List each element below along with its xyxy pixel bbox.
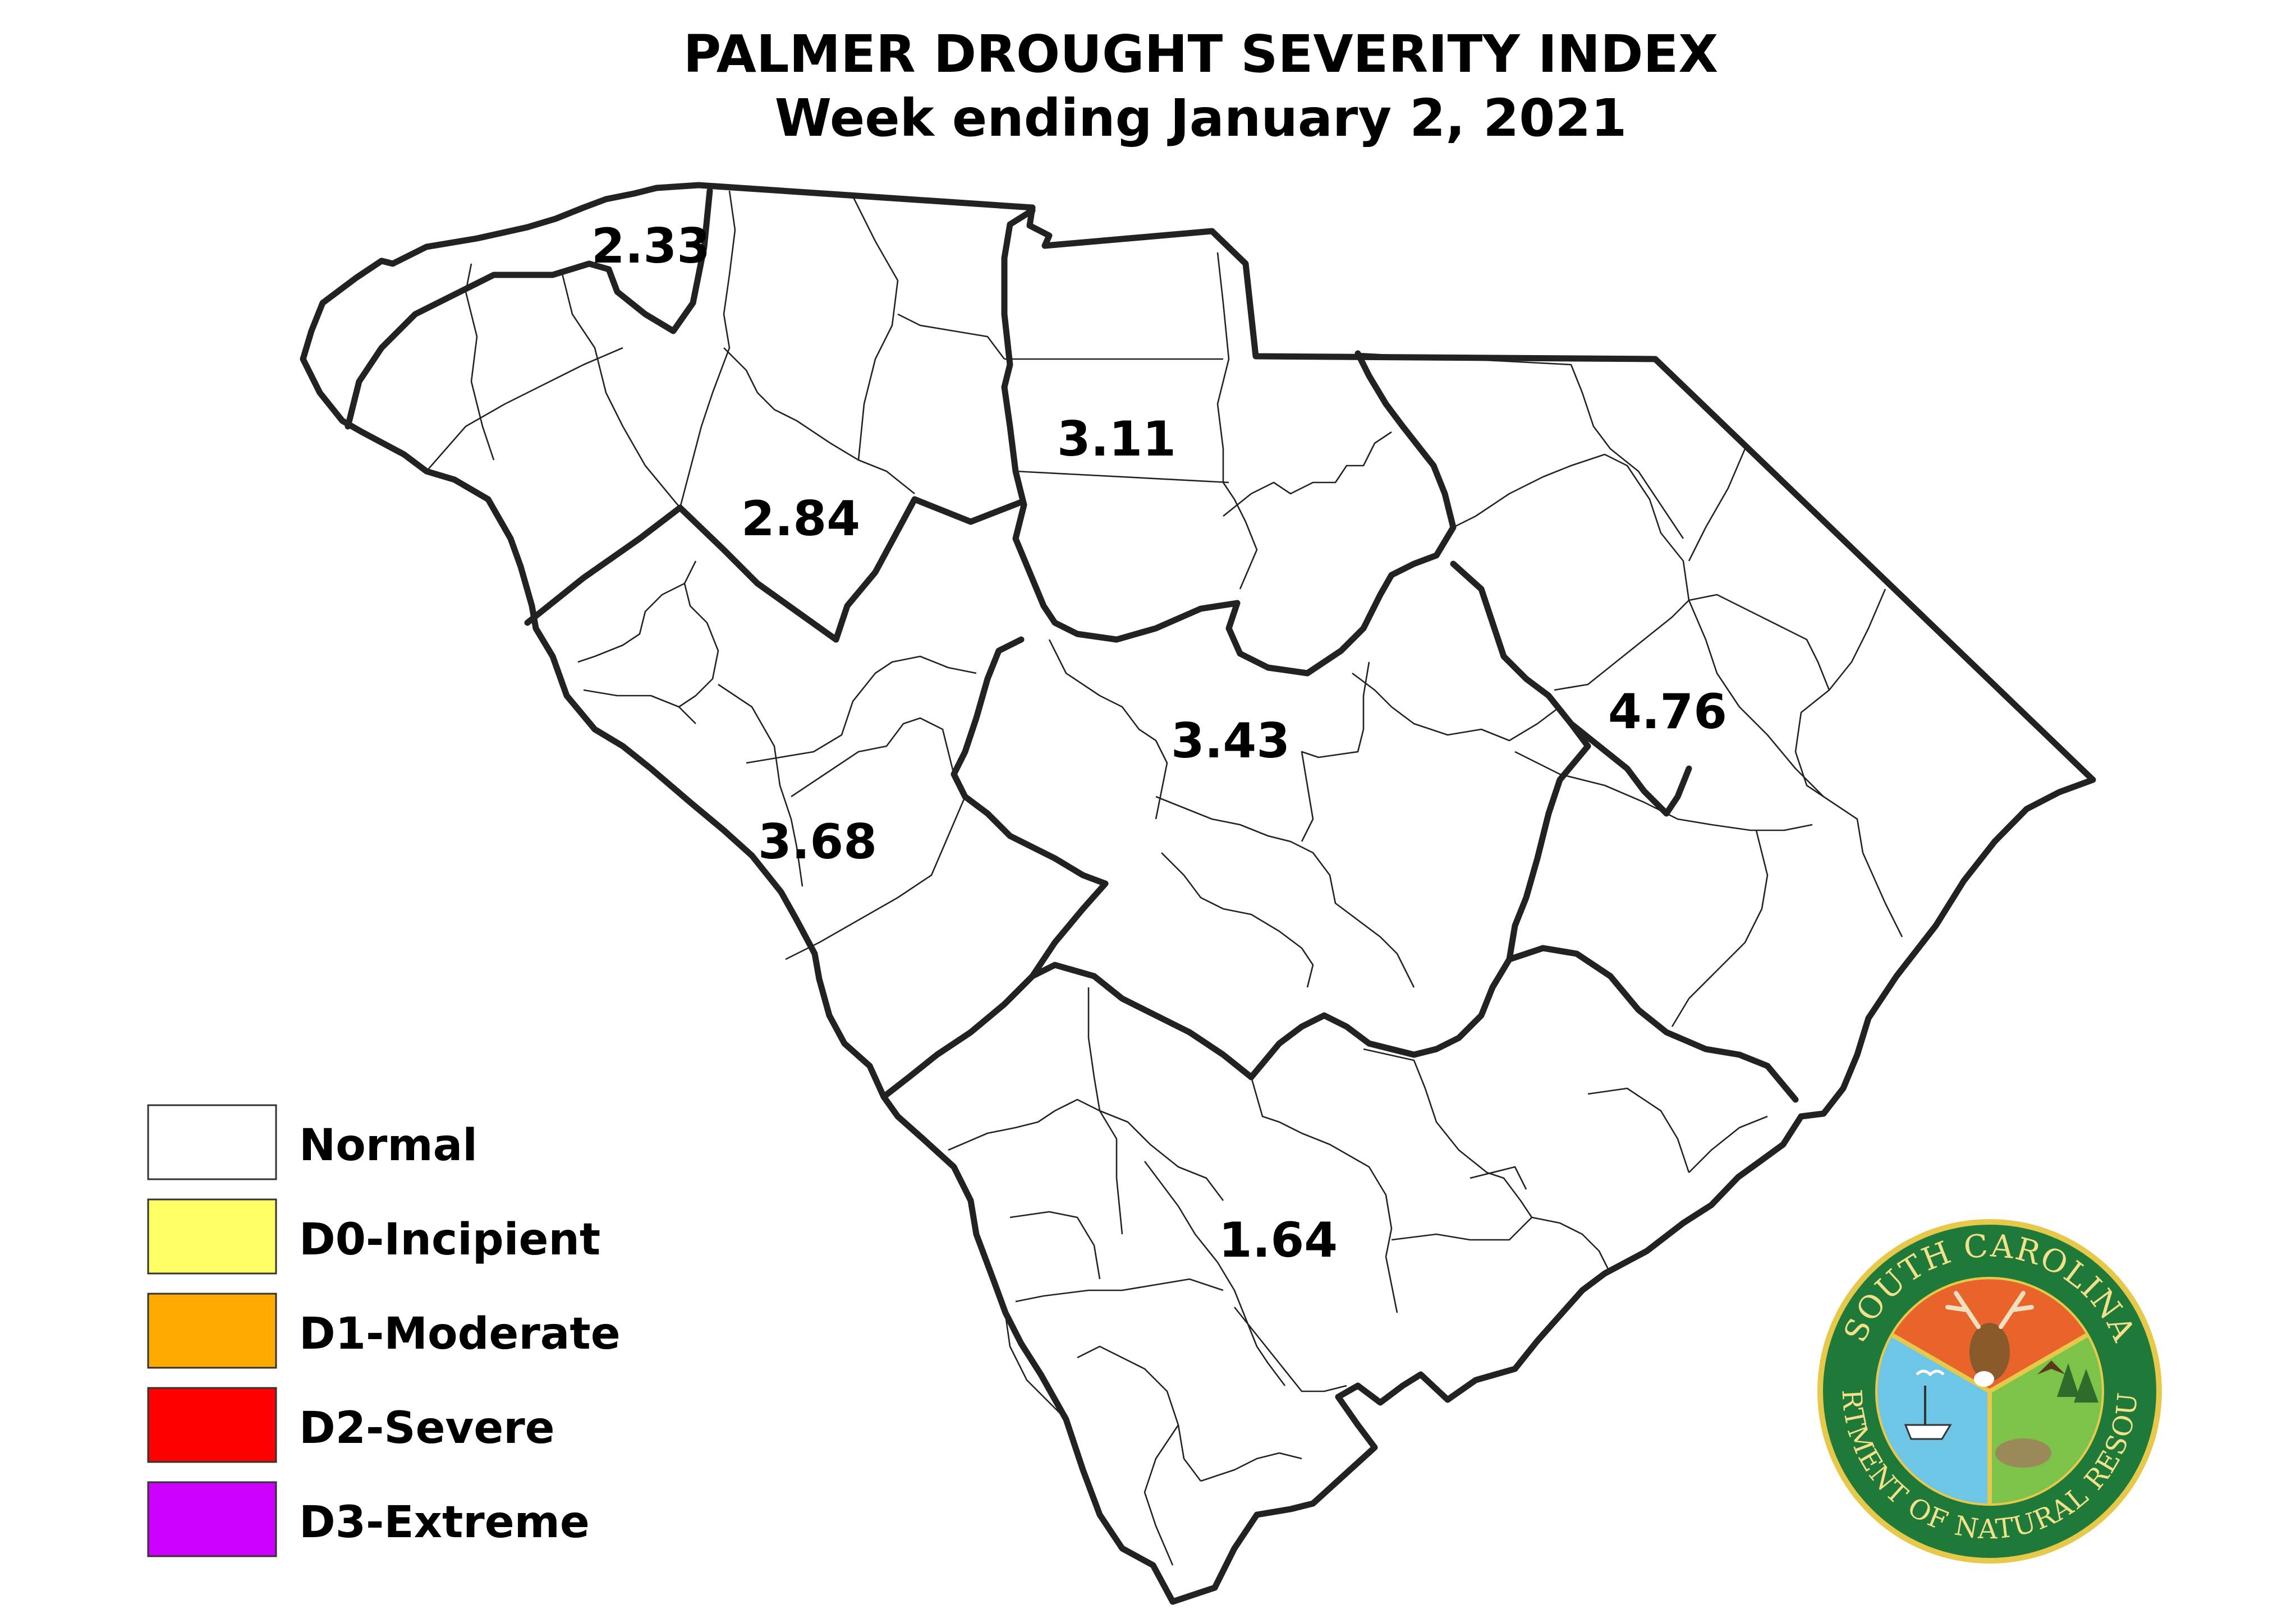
- bird-icon: [1916, 1369, 1945, 1377]
- legend-swatch-d3: [147, 1481, 277, 1557]
- boat-icon: [1904, 1386, 1952, 1440]
- legend-label-d0: D0-Incipient: [299, 1215, 600, 1265]
- division-value-west-central: 3.68: [758, 814, 877, 870]
- division-value-northwest: 2.84: [741, 491, 860, 547]
- county-boundaries: [426, 190, 1903, 1566]
- legend: Normal D0-Incipient D1-Moderate D2-Sever…: [147, 1104, 621, 1557]
- legend-label-d1: D1-Moderate: [299, 1309, 621, 1359]
- map-title: PALMER DROUGHT SEVERITY INDEX: [683, 24, 1719, 84]
- legend-label-normal: Normal: [299, 1120, 477, 1171]
- division-value-southern: 1.64: [1219, 1212, 1338, 1268]
- division-value-central: 3.43: [1171, 713, 1290, 769]
- legend-label-d2: D2-Severe: [299, 1403, 555, 1454]
- legend-swatch-d0: [147, 1198, 277, 1275]
- hawk-icon: [2037, 1360, 2065, 1374]
- deer-icon: [1945, 1291, 2034, 1387]
- legend-label-d3: D3-Extreme: [299, 1497, 590, 1548]
- tree-icon: [2057, 1363, 2098, 1403]
- fish-icon: [1995, 1438, 2051, 1468]
- legend-swatch-d1: [147, 1293, 277, 1369]
- map-subtitle: Week ending January 2, 2021: [775, 88, 1627, 148]
- division-value-northeast: 4.76: [1608, 684, 1727, 740]
- division-value-north-central: 3.11: [1057, 411, 1176, 467]
- scdnr-seal: SOUTH CAROLINA DEPARTMENT OF NATURAL RES…: [1817, 1219, 2162, 1564]
- division-boundaries: [345, 187, 1799, 1103]
- legend-swatch-normal: [147, 1104, 277, 1180]
- legend-swatch-d2: [147, 1387, 277, 1463]
- division-value-mountain: 2.33: [591, 218, 710, 274]
